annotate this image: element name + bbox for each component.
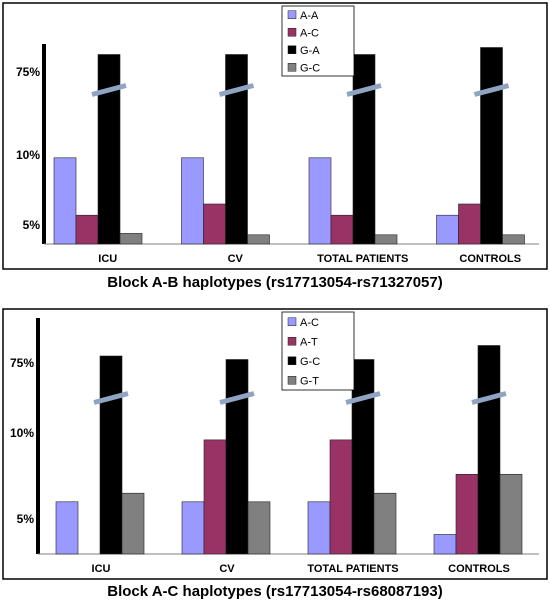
chart-2-category-label: CONTROLS bbox=[448, 563, 510, 575]
chart-1-y-tick-label: 5% bbox=[23, 218, 41, 232]
chart-2-bar-a-t-2 bbox=[203, 439, 227, 555]
chart-1-category-label: ICU bbox=[98, 253, 117, 265]
chart-1-legend: A-A A-C G-A G-C bbox=[281, 5, 355, 77]
chart-2-y-tick-label: 10% bbox=[10, 426, 34, 440]
chart-1-axis-break-mark bbox=[473, 83, 510, 97]
chart-2-bar-g-t-3 bbox=[373, 492, 397, 555]
chart-1-axis-break-mark bbox=[346, 83, 382, 97]
chart-1-legend-label: G-A bbox=[300, 45, 320, 57]
chart-1-legend-label: G-C bbox=[300, 62, 320, 74]
chart-2-legend-label: G-T bbox=[300, 375, 319, 387]
chart-1-legend-label: A-C bbox=[300, 27, 319, 39]
chart-1-bar-a-a-1 bbox=[53, 157, 77, 245]
chart-1-bar-g-a-3 bbox=[352, 54, 376, 245]
chart-2-bar-g-t-4 bbox=[499, 473, 523, 555]
chart-1-bar-g-a-2 bbox=[225, 54, 248, 245]
chart-2-bar-g-t-1 bbox=[121, 492, 145, 555]
chart-2-category-label: CV bbox=[219, 563, 235, 575]
chart-2-legend-swatch bbox=[287, 337, 297, 346]
chart-1-bar-g-a-4 bbox=[480, 47, 503, 245]
chart-1-bar-g-c-2 bbox=[247, 234, 270, 245]
chart-1-legend-swatch bbox=[287, 45, 297, 54]
chart-2-title: Block A-C haplotypes (rs17713054-rs68087… bbox=[107, 583, 443, 600]
chart-2-bar-g-c-1 bbox=[99, 355, 123, 555]
chart-1-legend-swatch bbox=[287, 28, 297, 37]
chart-panel-2: 5% 10% 75% ICU CV TOTAL PATIENTS CONTROLS A-C A-… bbox=[0, 306, 550, 606]
chart-2-legend: A-C A-T G-C G-T bbox=[281, 311, 355, 391]
chart-1-axis-break-mark bbox=[91, 83, 127, 97]
chart-2: 5%10%75%ICU CV TOTAL PATIENTS CONTROLSA-CA-… bbox=[2, 308, 548, 580]
chart-1-legend-swatch bbox=[287, 10, 297, 19]
chart-1-legend-swatch bbox=[287, 63, 297, 72]
chart-2-bar-g-t-2 bbox=[247, 501, 271, 555]
chart-1-bar-a-c-4 bbox=[458, 203, 481, 245]
chart-2-axis-break-mark bbox=[93, 391, 129, 405]
chart-1-bar-a-a-4 bbox=[436, 214, 459, 245]
chart-2-axis-break-mark bbox=[345, 391, 381, 405]
chart-2-bar-a-c-3 bbox=[307, 501, 331, 555]
chart-1-bar-a-c-1 bbox=[75, 214, 99, 245]
chart-2-legend-swatch bbox=[287, 376, 297, 385]
chart-1-bar-g-a-1 bbox=[97, 54, 121, 245]
chart-1-bar-a-c-2 bbox=[203, 203, 226, 245]
chart-1: 5%10%75%ICU CV TOTAL PATIENTS CONTROLSA-AA-… bbox=[2, 2, 548, 270]
chart-1-category-label: TOTAL PATIENTS bbox=[317, 253, 408, 265]
chart-1-bar-a-c-3 bbox=[330, 214, 354, 245]
chart-2-bar-a-t-3 bbox=[329, 439, 353, 555]
chart-2-category-label: ICU bbox=[92, 563, 111, 575]
chart-2-bar-a-c-4 bbox=[433, 534, 457, 555]
chart-2-y-tick-label: 75% bbox=[10, 356, 34, 370]
chart-2-bar-a-t-4 bbox=[455, 473, 479, 555]
chart-2-bar-a-c-2 bbox=[181, 501, 205, 555]
chart-1-legend-label: A-A bbox=[300, 10, 319, 22]
chart-1-category-label: CONTROLS bbox=[459, 253, 521, 265]
chart-2-category-label: TOTAL PATIENTS bbox=[307, 563, 398, 575]
chart-2-legend-label: A-C bbox=[300, 317, 319, 329]
chart-2-legend-label: A-T bbox=[300, 336, 318, 348]
chart-2-axis-break-mark bbox=[471, 391, 507, 405]
chart-2-legend-swatch bbox=[287, 356, 297, 365]
chart-2-legend-swatch bbox=[287, 317, 297, 326]
chart-1-y-tick-label: 10% bbox=[16, 148, 40, 162]
chart-1-category-label: CV bbox=[228, 253, 244, 265]
chart-2-y-tick-label: 5% bbox=[17, 512, 35, 526]
chart-1-bar-a-a-3 bbox=[308, 157, 332, 245]
chart-1-bar-a-a-2 bbox=[181, 157, 204, 245]
chart-1-y-tick-label: 75% bbox=[16, 65, 40, 79]
chart-1-bar-g-c-4 bbox=[502, 234, 525, 245]
chart-2-bar-g-c-3 bbox=[351, 359, 375, 555]
chart-2-bar-g-c-2 bbox=[225, 359, 249, 555]
chart-2-axis-break-mark bbox=[219, 391, 255, 405]
chart-1-title: Block A-B haplotypes (rs17713054-rs71327… bbox=[107, 274, 443, 291]
chart-1-axis-break-mark bbox=[218, 83, 255, 97]
chart-panel-1: 5% 10% 75% ICU CV TOTAL PATIENTS CONTROLS A-A A-… bbox=[0, 0, 550, 300]
chart-1-bar-g-c-1 bbox=[119, 233, 143, 245]
chart-2-bar-g-c-4 bbox=[477, 345, 501, 555]
chart-2-legend-label: G-C bbox=[300, 356, 320, 368]
chart-1-bar-g-c-3 bbox=[374, 234, 398, 245]
chart-2-bar-a-c-1 bbox=[55, 501, 79, 555]
